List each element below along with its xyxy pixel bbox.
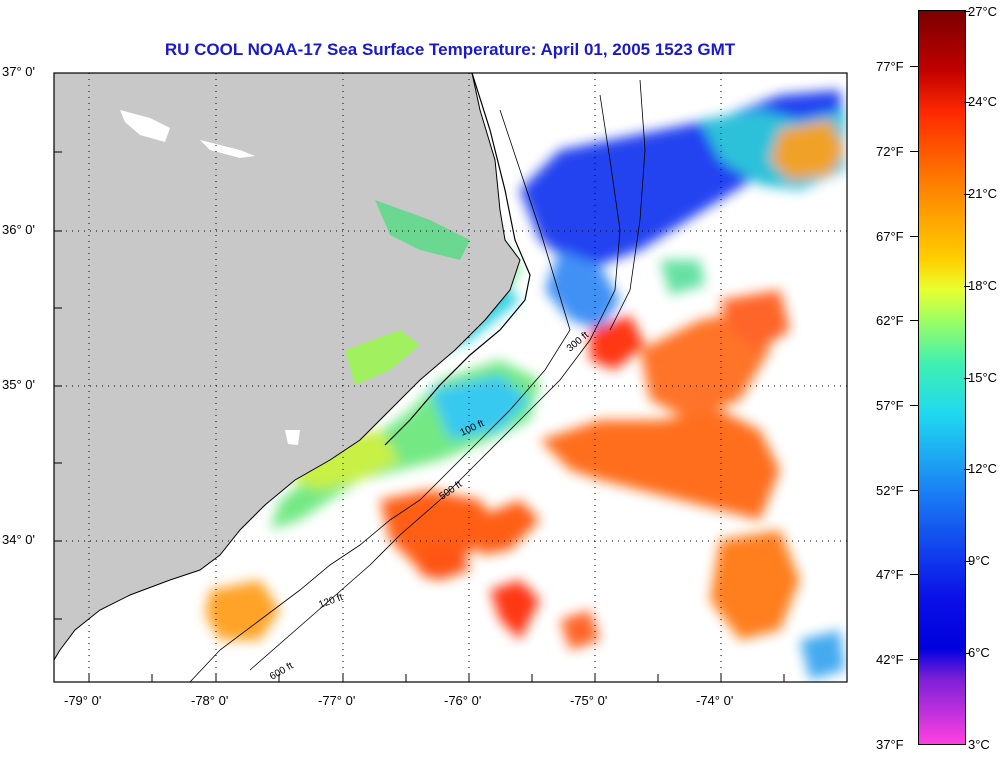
longitude-label: -75° 0': [570, 693, 608, 708]
fahrenheit-label: 77°F: [876, 59, 904, 74]
fahrenheit-label: 52°F: [876, 483, 904, 498]
sst-map: 100 ft 120 ft 300 ft 500 ft 600 ft: [53, 72, 848, 683]
longitude-label: -76° 0': [444, 693, 482, 708]
fahrenheit-label: 62°F: [876, 313, 904, 328]
fahrenheit-label: 57°F: [876, 398, 904, 413]
celsius-label: 18°C: [968, 278, 998, 293]
celsius-label: 12°C: [968, 461, 998, 476]
celsius-label: 27°C: [968, 4, 998, 19]
longitude-label: -79° 0': [64, 693, 102, 708]
celsius-label: 21°C: [968, 186, 998, 201]
celsius-label: 6°C: [968, 645, 990, 660]
colorbar-tick: [964, 102, 970, 103]
longitude-label: -74° 0': [696, 693, 734, 708]
colorbar-tick: [910, 490, 918, 491]
longitude-label: -78° 0': [191, 693, 229, 708]
fahrenheit-label: 67°F: [876, 229, 904, 244]
celsius-label: 15°C: [968, 370, 998, 385]
colorbar-tick: [910, 320, 918, 321]
colorbar-tick: [910, 151, 918, 152]
fahrenheit-label: 72°F: [876, 144, 904, 159]
fahrenheit-label: 47°F: [876, 567, 904, 582]
colorbar-tick: [964, 286, 970, 287]
colorbar-tick: [964, 561, 970, 562]
colorbar-tick: [964, 378, 970, 379]
celsius-label: 24°C: [968, 94, 998, 109]
colorbar-tick: [910, 659, 918, 660]
colorbar-tick: [910, 236, 918, 237]
colorbar-tick: [964, 194, 970, 195]
fahrenheit-label: 42°F: [876, 652, 904, 667]
celsius-label: 9°C: [968, 553, 990, 568]
longitude-label: -77° 0': [318, 693, 356, 708]
isobath-contours: [189, 109, 571, 682]
celsius-label: 3°C: [968, 737, 990, 752]
colorbar-tick: [964, 653, 970, 654]
latitude-label: 36° 0': [2, 222, 35, 237]
colorbar-tick: [910, 574, 918, 575]
map-title: RU COOL NOAA-17 Sea Surface Temperature:…: [164, 40, 736, 59]
temperature-colorbar: [918, 10, 966, 745]
latitude-label: 37° 0': [2, 64, 35, 79]
latitude-label: 34° 0': [2, 532, 35, 547]
fahrenheit-label: 37°F: [876, 737, 904, 752]
colorbar-tick: [910, 405, 918, 406]
colorbar-tick: [910, 66, 918, 67]
latitude-label: 35° 0': [2, 377, 35, 392]
colorbar-tick: [964, 11, 970, 12]
colorbar-tick: [964, 469, 970, 470]
